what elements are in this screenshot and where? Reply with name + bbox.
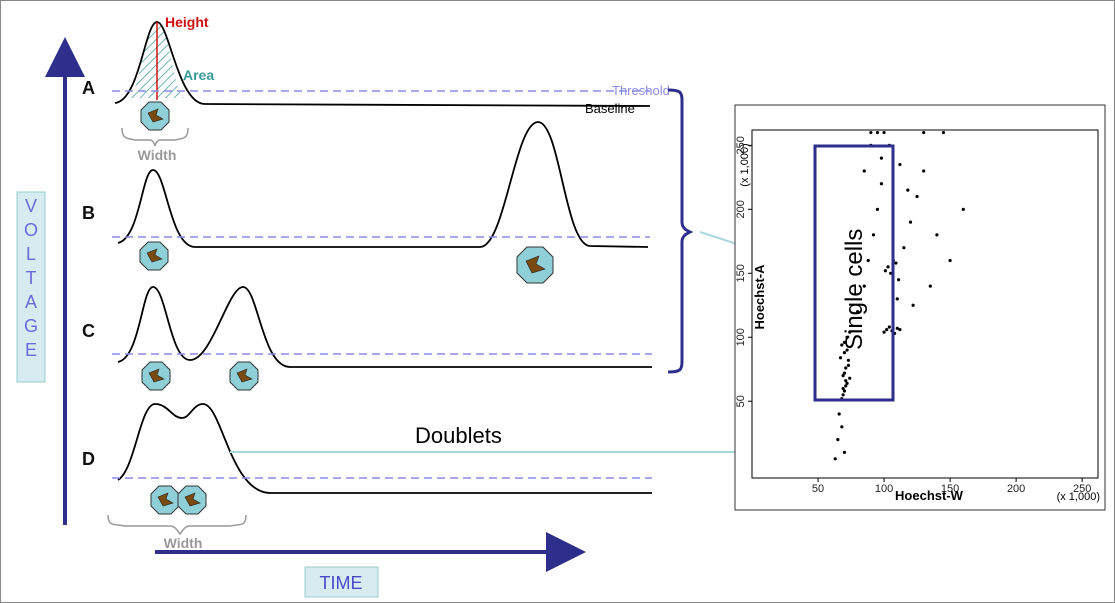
point [844, 384, 847, 387]
width-label: Width [164, 535, 203, 551]
point [876, 208, 879, 211]
point [869, 131, 872, 134]
x-tick-label: 250 [1073, 483, 1091, 495]
point [885, 328, 888, 331]
height-label: Height [165, 14, 209, 30]
y-tick-label: 200 [735, 200, 747, 218]
point [882, 131, 885, 134]
point [884, 269, 887, 272]
point [882, 331, 885, 334]
point [948, 259, 951, 262]
point [843, 351, 846, 354]
width-label: Width [138, 147, 177, 163]
point [902, 246, 905, 249]
row-label: D [82, 449, 95, 469]
point [847, 364, 850, 367]
plot-panel [735, 105, 1105, 510]
point [888, 325, 891, 328]
point [897, 278, 900, 281]
point [922, 131, 925, 134]
point [836, 438, 839, 441]
point [848, 377, 851, 380]
point [843, 371, 846, 374]
point [840, 425, 843, 428]
baseline-label: Baseline [585, 101, 635, 116]
x-tick-label: 150 [941, 483, 959, 495]
point [929, 284, 932, 287]
point [876, 131, 879, 134]
point [898, 328, 901, 331]
point [922, 169, 925, 172]
point [880, 182, 883, 185]
x-tick-label: 100 [875, 483, 893, 495]
point [894, 261, 897, 264]
x-tick-label: 50 [812, 483, 824, 495]
y-tick-label: 150 [735, 264, 747, 282]
y-axis-label: Hoechst-A [752, 264, 767, 330]
row-label: A [82, 78, 95, 98]
point [839, 356, 842, 359]
point [962, 208, 965, 211]
point [942, 131, 945, 134]
row-label: C [82, 321, 95, 341]
point [880, 157, 883, 160]
y-tick-label: 50 [735, 395, 747, 407]
point [834, 457, 837, 460]
point [843, 451, 846, 454]
x-tick-label: 200 [1007, 483, 1025, 495]
point [906, 189, 909, 192]
point [844, 366, 847, 369]
point [935, 233, 938, 236]
point [842, 393, 845, 396]
point [863, 169, 866, 172]
point [838, 412, 841, 415]
y-tick-label: 100 [735, 328, 747, 346]
point [896, 297, 899, 300]
area-label: Area [183, 67, 214, 83]
point [898, 163, 901, 166]
point [909, 221, 912, 224]
point [912, 304, 915, 307]
time-label: TIME [320, 573, 363, 593]
point [872, 233, 875, 236]
point [842, 387, 845, 390]
point [915, 195, 918, 198]
doublets-label: Doublets [415, 423, 502, 448]
y-tick-label: 250 [735, 136, 747, 154]
row-label: B [82, 203, 95, 223]
point [886, 265, 889, 268]
point [844, 379, 847, 382]
slide: VOLTAGE TIME A B C D Height Area Thresho… [0, 0, 1115, 603]
point [847, 359, 850, 362]
gate-label: Single cells [841, 229, 868, 350]
threshold-label: Threshold [612, 83, 670, 98]
